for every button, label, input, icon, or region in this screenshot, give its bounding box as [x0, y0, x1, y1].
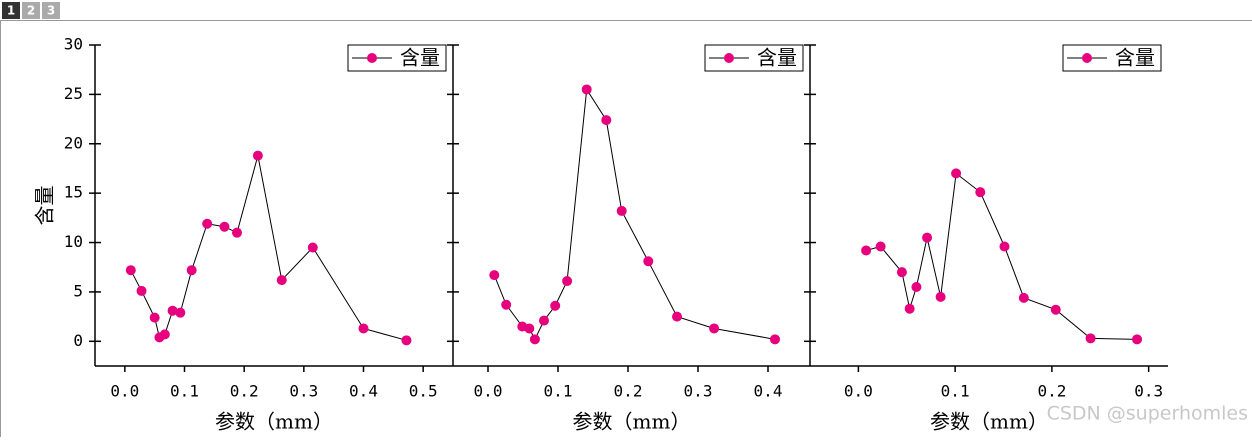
point	[904, 303, 915, 314]
point	[861, 245, 872, 256]
point	[175, 307, 186, 318]
x-axis-label: 参数（mm）	[930, 410, 1048, 434]
point	[1050, 304, 1061, 315]
y-tick-label: 15	[64, 183, 83, 202]
x-tick-label: 0.3	[684, 382, 713, 401]
point	[219, 221, 230, 232]
point	[1085, 333, 1096, 344]
x-tick-label: 0.3	[289, 382, 318, 401]
legend-label: 含量	[400, 46, 440, 70]
x-tick-label: 0.2	[614, 382, 643, 401]
point	[709, 323, 720, 334]
point	[581, 84, 592, 95]
x-tick-label: 0.0	[110, 382, 139, 401]
point	[159, 329, 170, 340]
x-tick-label: 0.4	[349, 382, 378, 401]
point	[167, 305, 178, 316]
legend-marker	[1082, 53, 1092, 63]
point	[125, 265, 136, 276]
x-tick-label: 0.4	[754, 382, 783, 401]
point	[562, 276, 573, 287]
point	[616, 205, 627, 216]
y-tick-label: 30	[64, 35, 83, 54]
y-tick-label: 5	[73, 281, 83, 300]
x-tick-label: 0.2	[1037, 382, 1066, 401]
legend-marker	[724, 53, 734, 63]
point	[358, 323, 369, 334]
point	[232, 227, 243, 238]
x-axis-label: 参数（mm）	[573, 410, 691, 434]
point	[975, 187, 986, 198]
panel: 0.0 0.1 0.2 0.3 0.4 参数（mm） 含量	[447, 44, 810, 434]
x-tick-label: 0.0	[844, 382, 873, 401]
point	[401, 335, 412, 346]
series-line	[130, 155, 407, 341]
point	[951, 168, 962, 179]
tabs: 1 2 3	[2, 2, 60, 19]
point	[524, 323, 535, 334]
x-tick-label: 0.1	[941, 382, 970, 401]
tab[interactable]	[2, 2, 20, 19]
point	[550, 300, 561, 311]
tab-label[interactable]: 1	[7, 4, 15, 18]
point	[149, 312, 160, 323]
point	[999, 241, 1010, 252]
point	[136, 285, 147, 296]
panel: 0.0 0.1 0.2 0.3 参数（mm） 含量	[804, 44, 1168, 434]
point	[896, 267, 907, 278]
legend-marker	[367, 53, 377, 63]
x-tick-label: 0.1	[544, 382, 573, 401]
tab[interactable]	[42, 2, 60, 19]
x-tick-label: 0.3	[1134, 382, 1163, 401]
point	[252, 150, 263, 161]
y-tick-label: 0	[73, 331, 83, 350]
point	[601, 115, 612, 126]
y-axis-label: 含量	[33, 186, 57, 226]
point	[770, 334, 780, 345]
point	[1132, 334, 1143, 345]
point	[911, 281, 922, 292]
series-line	[865, 172, 1138, 340]
point	[501, 299, 512, 310]
y-tick-label: 20	[64, 133, 83, 152]
x-tick-label: 0.5	[409, 382, 438, 401]
point	[672, 311, 682, 322]
point	[922, 232, 933, 243]
x-tick-label: 0.2	[230, 382, 259, 401]
point	[529, 334, 540, 345]
point	[643, 256, 654, 267]
point	[202, 218, 213, 229]
x-axis-label: 参数（mm）	[215, 410, 333, 434]
point	[875, 241, 886, 252]
tab-label[interactable]: 3	[47, 4, 55, 18]
point	[186, 265, 197, 276]
point	[935, 291, 946, 302]
y-tick-label: 10	[64, 232, 83, 251]
legend-label: 含量	[757, 46, 797, 70]
point	[539, 315, 549, 326]
legend-label: 含量	[1115, 46, 1155, 70]
point	[1018, 292, 1029, 303]
point	[307, 242, 318, 253]
tab[interactable]	[22, 2, 40, 19]
x-tick-label: 0.0	[474, 382, 503, 401]
point	[276, 275, 287, 286]
x-tick-label: 0.1	[170, 382, 199, 401]
point	[489, 270, 500, 281]
tab-label[interactable]: 2	[27, 4, 35, 18]
y-tick-label: 25	[64, 84, 83, 103]
watermark: CSDN @superhomles	[1047, 403, 1248, 425]
